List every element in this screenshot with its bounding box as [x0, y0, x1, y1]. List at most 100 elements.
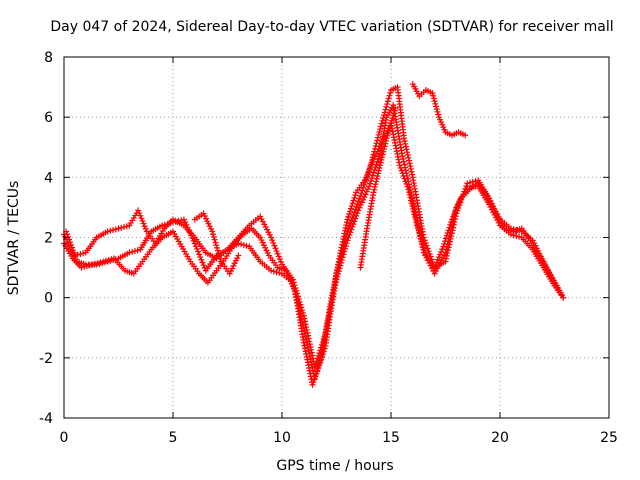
data-point — [401, 161, 408, 168]
data-point — [374, 173, 381, 180]
data-point — [212, 239, 219, 246]
data-point — [217, 255, 224, 262]
data-point — [317, 357, 324, 364]
data-point — [371, 166, 378, 173]
data-point — [268, 234, 275, 241]
data-point — [341, 248, 348, 255]
data-point — [407, 194, 414, 201]
data-point — [345, 213, 352, 220]
data-point — [339, 254, 346, 261]
data-point — [364, 186, 371, 193]
data-point — [441, 240, 448, 247]
data-point — [351, 218, 358, 225]
data-point — [68, 241, 75, 248]
data-point — [386, 92, 393, 99]
data-point — [81, 263, 88, 270]
data-point — [355, 207, 362, 214]
data-point — [376, 165, 383, 172]
axes: 0 5 10 15 20 25 -4 -2 0 2 4 6 8 — [39, 50, 618, 446]
data-point — [299, 307, 306, 314]
data-point — [371, 186, 378, 193]
data-point — [258, 216, 265, 223]
data-point — [270, 239, 277, 246]
data-point — [373, 175, 380, 182]
data-point — [357, 202, 364, 209]
data-point — [346, 232, 353, 239]
data-point — [261, 221, 268, 228]
data-point — [262, 223, 269, 230]
data-point — [302, 318, 309, 325]
data-point — [376, 129, 383, 136]
data-point — [421, 247, 428, 254]
data-point — [376, 153, 383, 160]
data-point — [313, 368, 320, 375]
data-point — [283, 267, 290, 274]
data-point — [352, 192, 359, 199]
data-point — [401, 175, 408, 182]
data-point — [377, 162, 384, 169]
data-point — [381, 146, 388, 153]
data-point — [215, 250, 222, 257]
data-point — [358, 199, 365, 206]
data-point — [560, 294, 567, 301]
data-point — [377, 123, 384, 130]
data-point — [190, 237, 197, 244]
data-point — [453, 205, 460, 212]
x-tick-label: 20 — [491, 430, 509, 446]
data-point — [399, 153, 406, 160]
data-point — [302, 321, 309, 328]
y-tick-label: 8 — [44, 50, 53, 66]
data-point — [410, 205, 417, 212]
data-point — [385, 95, 392, 102]
data-point — [432, 100, 439, 107]
data-point — [408, 197, 415, 204]
data-point — [182, 219, 189, 226]
data-point — [273, 269, 280, 276]
data-point — [192, 243, 199, 250]
data-point — [139, 217, 146, 224]
data-point — [424, 245, 431, 252]
data-point — [135, 207, 142, 214]
data-point — [102, 257, 109, 264]
data-point — [442, 235, 449, 242]
data-point — [361, 177, 368, 184]
data-point — [429, 90, 436, 97]
data-point — [104, 228, 111, 235]
data-point — [272, 245, 279, 252]
data-point — [351, 209, 358, 216]
data-point — [288, 280, 295, 287]
data-point — [358, 190, 365, 197]
data-point — [100, 258, 107, 265]
data-point — [415, 227, 422, 234]
data-point — [375, 131, 382, 138]
series-track-d — [409, 81, 469, 139]
data-point — [298, 304, 305, 311]
data-point — [369, 158, 376, 165]
data-point — [97, 259, 104, 266]
data-point — [313, 371, 320, 378]
data-point — [342, 245, 349, 252]
data-point — [356, 195, 363, 202]
data-point — [360, 196, 367, 203]
data-point — [384, 101, 391, 108]
data-point — [418, 236, 425, 243]
data-point — [446, 224, 453, 231]
data-point — [426, 250, 433, 257]
data-point — [138, 215, 145, 222]
data-point — [274, 250, 281, 257]
data-point — [362, 174, 369, 181]
data-point — [271, 242, 278, 249]
data-point — [378, 156, 385, 163]
data-point — [418, 238, 425, 245]
data-point — [425, 248, 432, 255]
data-point — [265, 229, 272, 236]
data-point — [346, 211, 353, 218]
data-point — [366, 166, 373, 173]
data-point — [344, 237, 351, 244]
data-point — [299, 309, 306, 316]
data-point — [408, 168, 415, 175]
data-point — [361, 194, 368, 201]
series-track-b — [63, 102, 565, 370]
data-point — [449, 216, 456, 223]
